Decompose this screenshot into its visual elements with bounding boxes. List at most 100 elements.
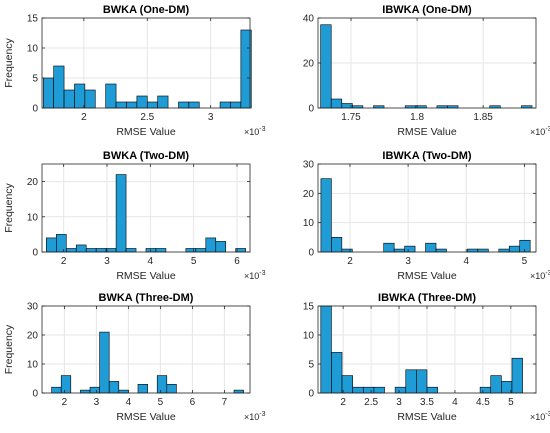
histogram-bar	[233, 389, 244, 394]
y-tick-label: 20	[27, 177, 39, 188]
histogram-bar	[501, 381, 513, 394]
y-tick-label: 0	[308, 104, 314, 115]
subplot-title: BWKA (One-DM)	[103, 4, 190, 16]
histogram-bar	[42, 77, 54, 109]
subplot-6: 2 2.5 3 3.5 4 4.5 5 0 5 10 15 IBWKA (Three-DM) RMSE …	[303, 292, 550, 423]
x-tick-label: 3	[94, 397, 100, 408]
histogram-bar	[320, 178, 332, 253]
y-axis-label: Frequency	[3, 182, 15, 232]
histogram-bar	[331, 352, 343, 394]
histogram-bar	[188, 101, 200, 109]
histogram-bar	[137, 383, 148, 394]
histogram-bar	[498, 248, 510, 253]
histogram-bar	[51, 386, 62, 394]
x-tick-label: 2.5	[364, 397, 378, 408]
x-tick-label: 5	[191, 256, 197, 267]
histogram-bar	[80, 389, 91, 394]
histogram-bar	[60, 375, 72, 394]
y-tick-label: 10	[27, 212, 39, 223]
histogram-bar	[136, 95, 148, 109]
histogram-bar	[155, 248, 167, 253]
x-exponent-label: ×10-3	[530, 270, 550, 281]
histogram-bar	[185, 248, 197, 253]
x-tick-label: 4.5	[476, 397, 490, 408]
plot-area	[42, 306, 250, 393]
histogram-bar	[89, 386, 100, 394]
y-tick-label: 0	[32, 248, 38, 259]
histogram-bar	[219, 101, 231, 109]
y-axis-label: Frequency	[3, 37, 15, 87]
x-axis-label: RMSE Value	[397, 411, 456, 423]
subplot-title: IBWKA (Two-DM)	[382, 150, 472, 162]
histogram-bar	[157, 95, 169, 109]
x-tick-label: 1.75	[341, 112, 361, 123]
x-tick-label: 2	[62, 397, 68, 408]
x-tick-label: 6	[190, 397, 196, 408]
x-tick-label: 3	[208, 112, 214, 123]
axes-frame	[41, 17, 251, 109]
histogram-bar	[467, 248, 479, 253]
y-tick-label: 5	[32, 74, 38, 85]
x-tick-label: 2.5	[140, 112, 154, 123]
axes-frame	[41, 163, 251, 253]
y-tick-label: 0	[32, 389, 38, 400]
x-tick-label: 1.8	[410, 112, 424, 123]
histogram-bar	[99, 331, 110, 394]
x-tick-label: 4	[126, 397, 132, 408]
x-exponent-label: ×10-3	[530, 126, 550, 137]
histogram-bar	[479, 386, 492, 394]
histogram-bar	[195, 248, 207, 253]
histogram-bar	[330, 98, 343, 109]
histogram-bar	[215, 241, 227, 253]
x-tick-label: 2	[81, 112, 87, 123]
histogram-bar	[373, 386, 385, 394]
y-tick-label: 15	[27, 14, 39, 25]
histogram-bar	[74, 83, 86, 109]
histogram-bar	[125, 248, 137, 253]
x-axis-label: RMSE Value	[116, 270, 175, 282]
histogram-bar	[46, 237, 57, 253]
y-tick-label: 15	[303, 302, 315, 313]
histogram-bar	[416, 369, 428, 394]
histogram-bar	[230, 101, 242, 109]
x-exponent-label: ×10-3	[244, 411, 266, 422]
histogram-bar	[394, 386, 407, 394]
histogram-bar	[55, 234, 67, 253]
histogram-bar	[115, 174, 127, 253]
histogram-bar	[63, 89, 75, 109]
axes-frame	[317, 163, 537, 253]
histogram-bar	[65, 248, 77, 253]
histogram-bar	[426, 386, 438, 394]
subplot-title: IBWKA (One-DM)	[382, 4, 472, 16]
histogram-bar	[145, 248, 157, 253]
x-tick-label: 2	[340, 397, 346, 408]
subplot-4: 2 3 4 5 0 10 20 30 IBWKA (Two-DM) RMSE Value ×10-3	[303, 150, 550, 282]
subplot-5: 2 3 4 5 6 7 0 10 20 30 BWKA (Three-DM) RMSE Value Fr…	[3, 292, 266, 423]
x-tick-label: 5	[158, 397, 164, 408]
histogram-bar	[105, 248, 117, 253]
histogram-bar	[105, 83, 117, 109]
y-tick-label: 20	[303, 189, 315, 200]
x-tick-label: 2	[61, 256, 67, 267]
histogram-bar	[146, 101, 158, 109]
y-tick-label: 40	[303, 14, 315, 25]
histogram-bar	[320, 305, 332, 394]
subplot-3: 2 3 4 5 6 0 10 20 BWKA (Two-DM) RMSE Value Frequen…	[3, 150, 266, 282]
x-exponent-label: ×10-3	[244, 126, 266, 137]
y-tick-label: 10	[27, 360, 39, 371]
histogram-bar	[352, 386, 364, 394]
histogram-bar	[508, 245, 521, 253]
histogram-bar	[320, 24, 332, 109]
x-tick-label: 3	[396, 397, 402, 408]
x-tick-label: 4	[463, 256, 469, 267]
y-tick-label: 10	[303, 218, 315, 229]
x-tick-label: 5	[508, 397, 514, 408]
histogram-bar	[490, 375, 502, 394]
histogram-bar	[383, 242, 395, 253]
y-axis-label: Frequency	[3, 324, 15, 374]
x-tick-label: 3	[405, 256, 411, 267]
x-tick-label: 7	[222, 397, 228, 408]
histogram-bar	[126, 101, 138, 109]
x-tick-label: 4	[452, 397, 458, 408]
